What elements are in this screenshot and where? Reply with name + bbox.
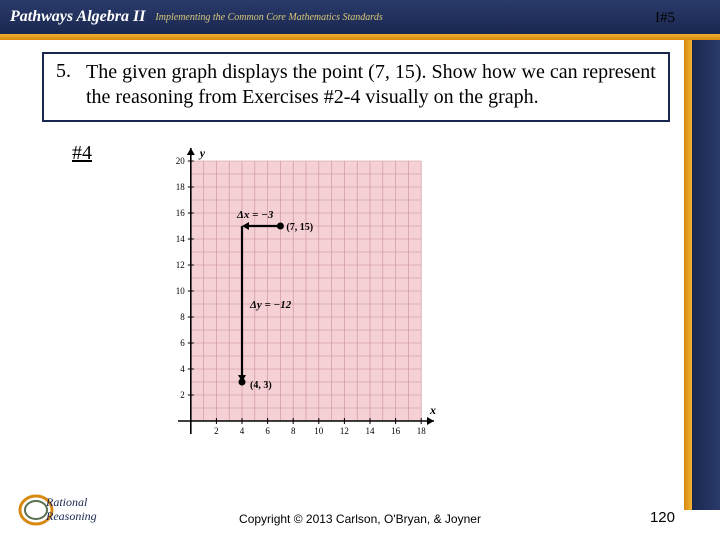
exercise-ref: #4 xyxy=(72,142,92,165)
header-bar: Pathways Algebra II Implementing the Com… xyxy=(0,0,720,34)
orange-divider xyxy=(0,34,720,40)
svg-text:6: 6 xyxy=(265,426,270,436)
svg-text:x: x xyxy=(429,403,436,417)
svg-text:14: 14 xyxy=(366,426,376,436)
content-area: #4 2 4 6 8 10 12 14 16 18 2 4 6 8 10 12 14 16 18 20 x y (7, 1… xyxy=(0,132,720,464)
svg-text:4: 4 xyxy=(240,426,245,436)
question-text: The given graph displays the point (7, 1… xyxy=(86,60,656,110)
svg-text:Rational: Rational xyxy=(45,495,88,509)
svg-text:4: 4 xyxy=(180,364,185,374)
svg-text:16: 16 xyxy=(391,426,401,436)
svg-text:(4, 3): (4, 3) xyxy=(250,380,272,391)
svg-text:y: y xyxy=(198,146,206,160)
page-number: 120 xyxy=(650,509,675,526)
svg-text:8: 8 xyxy=(180,312,185,322)
svg-text:Δy = −12: Δy = −12 xyxy=(249,299,292,311)
book-subtitle: Implementing the Common Core Mathematics… xyxy=(155,12,382,23)
book-title: Pathways Algebra II xyxy=(10,8,145,26)
svg-text:12: 12 xyxy=(176,260,185,270)
svg-text:10: 10 xyxy=(314,426,324,436)
svg-text:18: 18 xyxy=(417,426,427,436)
svg-text:10: 10 xyxy=(176,286,186,296)
slide-ref: I#5 xyxy=(655,10,675,27)
svg-text:14: 14 xyxy=(176,234,186,244)
svg-text:6: 6 xyxy=(180,338,185,348)
copyright-text: Copyright © 2013 Carlson, O'Bryan, & Joy… xyxy=(0,512,720,526)
svg-text:2: 2 xyxy=(180,390,185,400)
svg-text:12: 12 xyxy=(340,426,349,436)
question-number: 5. xyxy=(56,60,86,110)
svg-text:18: 18 xyxy=(176,182,186,192)
graph-container: 2 4 6 8 10 12 14 16 18 2 4 6 8 10 12 14 16 18 20 x y (7, 15) (… xyxy=(148,134,448,464)
svg-text:16: 16 xyxy=(176,208,186,218)
svg-text:Δx = −3: Δx = −3 xyxy=(236,209,274,221)
svg-text:8: 8 xyxy=(291,426,296,436)
svg-text:20: 20 xyxy=(176,156,186,166)
svg-text:(7, 15): (7, 15) xyxy=(286,222,313,233)
question-box: 5. The given graph displays the point (7… xyxy=(42,52,670,122)
svg-text:2: 2 xyxy=(214,426,219,436)
coordinate-graph: 2 4 6 8 10 12 14 16 18 2 4 6 8 10 12 14 16 18 20 x y (7, 15) (… xyxy=(148,134,448,464)
